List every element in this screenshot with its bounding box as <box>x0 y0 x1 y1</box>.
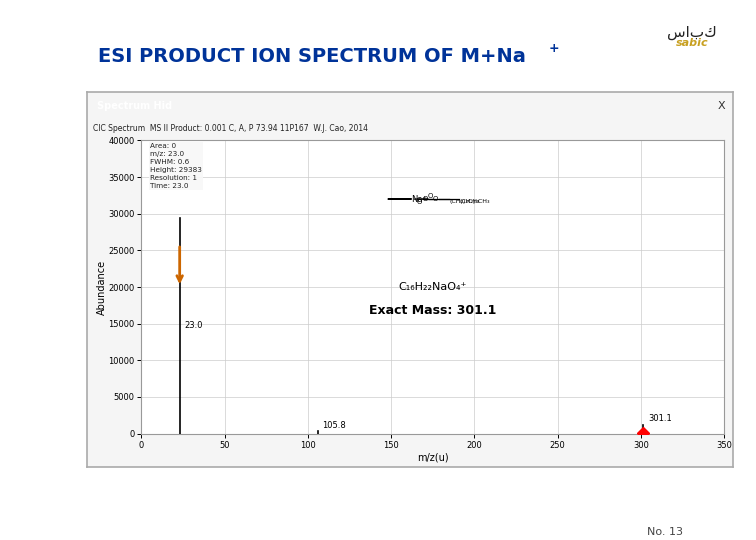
Text: O: O <box>423 196 428 202</box>
Text: Spectrum Hid: Spectrum Hid <box>97 101 172 111</box>
Text: X: X <box>718 101 726 111</box>
Text: O: O <box>428 193 433 199</box>
Text: CIC Spectrum  MS II Product: 0.001 C, A, P 73.94 11P167  W.J. Cao, 2014: CIC Spectrum MS II Product: 0.001 C, A, … <box>94 124 368 133</box>
Text: 301.1: 301.1 <box>648 414 671 423</box>
Text: No. 13: No. 13 <box>647 527 683 537</box>
Text: (CH₂)₃CH₃: (CH₂)₃CH₃ <box>460 199 490 204</box>
Text: (CH₂)₃CH₃: (CH₂)₃CH₃ <box>450 199 480 204</box>
Text: Na⁺: Na⁺ <box>411 194 427 204</box>
Text: O: O <box>417 199 422 205</box>
Text: ESI PRODUCT ION SPECTRUM OF M+Na: ESI PRODUCT ION SPECTRUM OF M+Na <box>98 47 526 66</box>
X-axis label: m/z(u): m/z(u) <box>417 453 448 462</box>
Text: Area: 0
m/z: 23.0
FWHM: 0.6
Height: 29383
Resolution: 1
Time: 23.0: Area: 0 m/z: 23.0 FWHM: 0.6 Height: 2938… <box>150 143 202 190</box>
Text: Exact Mass: 301.1: Exact Mass: 301.1 <box>369 304 497 317</box>
Text: 23.0: 23.0 <box>184 321 203 330</box>
Text: 105.8: 105.8 <box>323 421 346 430</box>
Text: +: + <box>549 42 559 55</box>
Text: O: O <box>432 196 438 202</box>
Text: sabic: sabic <box>675 38 708 48</box>
Y-axis label: Abundance: Abundance <box>97 259 107 315</box>
Text: C₁₆H₂₂NaO₄⁺: C₁₆H₂₂NaO₄⁺ <box>398 282 467 292</box>
Text: سابك: سابك <box>667 25 717 40</box>
